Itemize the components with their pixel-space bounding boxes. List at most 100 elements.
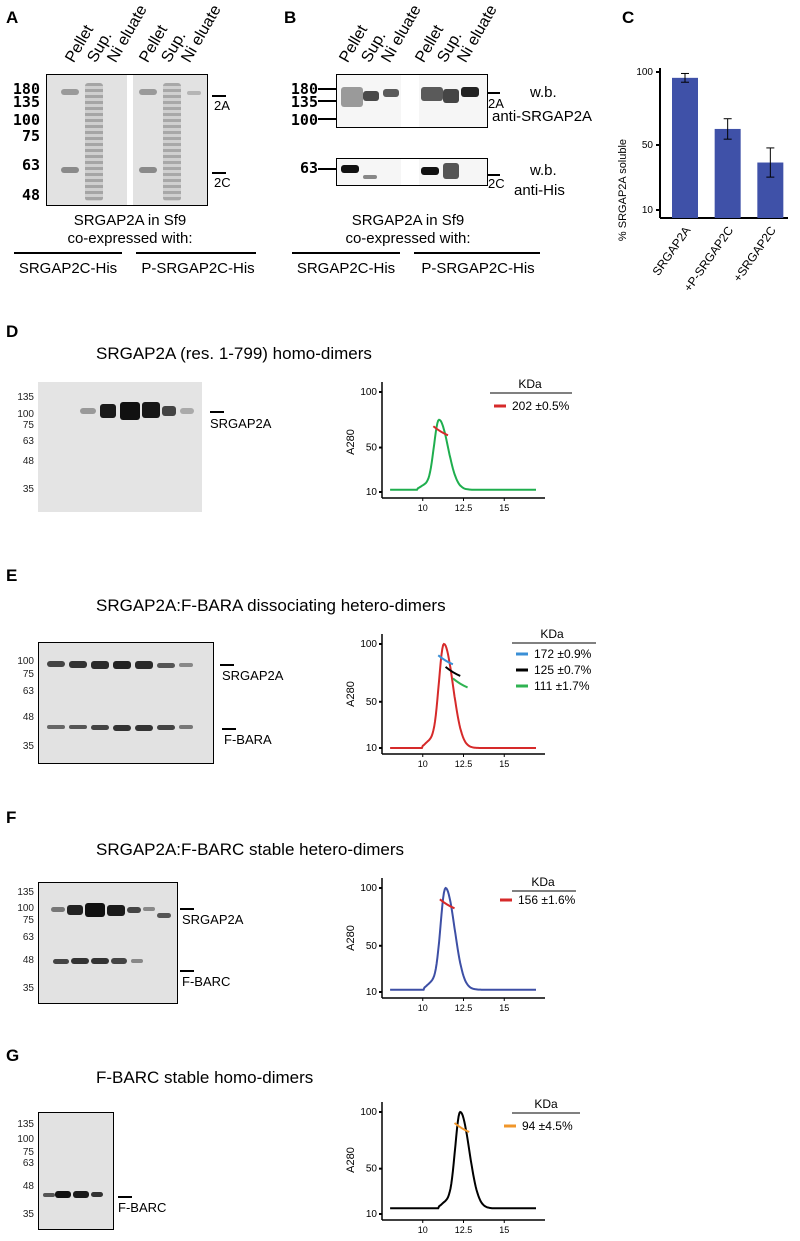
y-axis-label: A280	[345, 925, 357, 951]
y-tick-label: 100	[636, 67, 653, 78]
group-label: P-SRGAP2C-His	[421, 260, 535, 277]
mw-marker: 63	[21, 156, 40, 174]
mw-marker: 35	[22, 1209, 34, 1220]
sec-chart-f: A280 KDa 156 ±1.6% 10 50 100 10 12.5 15	[345, 875, 576, 1013]
band-label-2a: 2A	[488, 96, 504, 111]
x-tick-label: 15	[499, 1003, 509, 1013]
legend-entry: 94 ±4.5%	[522, 1119, 573, 1133]
legend-entry: 111 ±1.7%	[534, 679, 590, 693]
panel-f-letter: F	[6, 808, 17, 827]
mw-marker: 35	[22, 741, 34, 752]
x-tick-label: 10	[418, 759, 428, 769]
mw-marker: 63	[22, 932, 34, 943]
band-label: SRGAP2A	[210, 416, 272, 431]
mw-marker: 48	[21, 186, 40, 204]
mw-marker: 75	[22, 420, 34, 431]
chromatogram-trace	[390, 1110, 536, 1210]
mw-marker: 48	[22, 712, 34, 723]
wb-label: anti-SRGAP2A	[492, 108, 593, 125]
mw-marker: 135	[290, 93, 318, 111]
molar-mass-line	[432, 425, 449, 437]
y-tick-label: 10	[366, 743, 378, 754]
band-label-2c: 2C	[214, 175, 231, 190]
y-axis-label: % SRGAP2A soluble	[617, 139, 629, 241]
mw-marker: 100	[12, 111, 40, 129]
y-tick-label: 50	[366, 941, 378, 952]
chromatogram-trace	[390, 886, 536, 991]
x-tick-label: 10	[418, 1225, 428, 1235]
chromatogram-trace	[390, 418, 536, 491]
band-label: F-BARA	[224, 732, 272, 747]
y-tick-label: 10	[366, 987, 378, 998]
y-tick-label: 50	[366, 1164, 378, 1175]
mw-marker: 75	[21, 127, 40, 145]
section-title: F-BARC stable homo-dimers	[96, 1068, 314, 1087]
y-tick-label: 50	[366, 697, 378, 708]
mw-marker: 100	[17, 1134, 34, 1145]
mw-marker: 48	[22, 1181, 34, 1192]
x-tick-label: 15	[499, 759, 509, 769]
y-axis-label: A280	[345, 681, 357, 707]
mw-marker: 100	[17, 656, 34, 667]
sec-chart-d: A280 KDa 202 ±0.5% 10 50 100 10 12.5 15	[345, 377, 572, 513]
legend-entry: 172 ±0.9%	[534, 647, 592, 661]
mw-marker: 48	[22, 456, 34, 467]
molar-mass-line	[444, 666, 461, 677]
y-tick-label: 10	[642, 205, 654, 216]
wb-label: w.b.	[530, 162, 557, 179]
mw-marker: 63	[299, 159, 318, 177]
molar-mass-line	[439, 898, 455, 910]
band-label-2a: 2A	[214, 98, 230, 113]
band-label: F-BARC	[182, 974, 231, 989]
y-tick-label: 50	[642, 140, 654, 151]
mw-marker: 100	[17, 903, 34, 914]
mw-marker: 75	[22, 669, 34, 680]
mw-marker: 63	[22, 1158, 34, 1169]
molar-mass-line	[452, 677, 468, 689]
molar-mass-line	[453, 1122, 470, 1133]
x-tick-label: 10	[418, 503, 428, 513]
x-tick-label: 15	[499, 1225, 509, 1235]
legend-entry: 156 ±1.6%	[518, 893, 576, 907]
gel-image	[46, 74, 208, 206]
group-label: SRGAP2C-His	[18, 260, 118, 277]
mw-marker: 180	[290, 80, 318, 98]
panel-d-letter: D	[6, 322, 19, 341]
category-label: +SRGAP2C	[730, 223, 779, 284]
caption: SRGAP2A in Sf9	[73, 212, 187, 229]
mw-marker: 35	[22, 484, 34, 495]
y-tick-label: 100	[360, 639, 377, 650]
panel-b-letter: B	[284, 8, 297, 27]
y-tick-label: 10	[366, 1209, 378, 1220]
x-tick-label: 12.5	[455, 503, 473, 513]
mw-marker: 135	[17, 1119, 34, 1130]
band-label: SRGAP2A	[222, 668, 284, 683]
caption: co-expressed with:	[67, 230, 193, 247]
section-title: SRGAP2A:F-BARC stable hetero-dimers	[96, 840, 404, 859]
caption: SRGAP2A in Sf9	[351, 212, 465, 229]
gel-image	[38, 1112, 114, 1230]
x-tick-label: 15	[499, 503, 509, 513]
band-label-2c: 2C	[488, 176, 505, 191]
panel-a-letter: A	[6, 8, 19, 27]
section-title: SRGAP2A (res. 1-799) homo-dimers	[96, 344, 372, 363]
legend-entry: 125 ±0.7%	[534, 663, 592, 677]
y-axis-label: A280	[345, 429, 357, 455]
western-blot-top	[336, 74, 488, 128]
mw-marker: 63	[22, 436, 34, 447]
mw-marker: 48	[22, 955, 34, 966]
category-label: SRGAP2A	[649, 224, 693, 278]
y-tick-label: 100	[360, 1107, 377, 1118]
panel-g-letter: G	[6, 1046, 20, 1065]
legend-header: KDa	[518, 377, 542, 391]
gel-image	[38, 642, 214, 764]
molar-mass-line	[437, 654, 454, 666]
bar	[714, 128, 741, 218]
y-tick-label: 50	[366, 443, 378, 454]
bar-chart-c: % SRGAP2A soluble 1050100SRGAP2A+P-SRGAP…	[617, 67, 788, 290]
y-tick-label: 10	[366, 487, 378, 498]
y-axis-label: A280	[345, 1147, 357, 1173]
band-label: F-BARC	[118, 1200, 167, 1215]
mw-marker: 180	[12, 80, 40, 98]
legend-entry: 202 ±0.5%	[512, 399, 570, 413]
